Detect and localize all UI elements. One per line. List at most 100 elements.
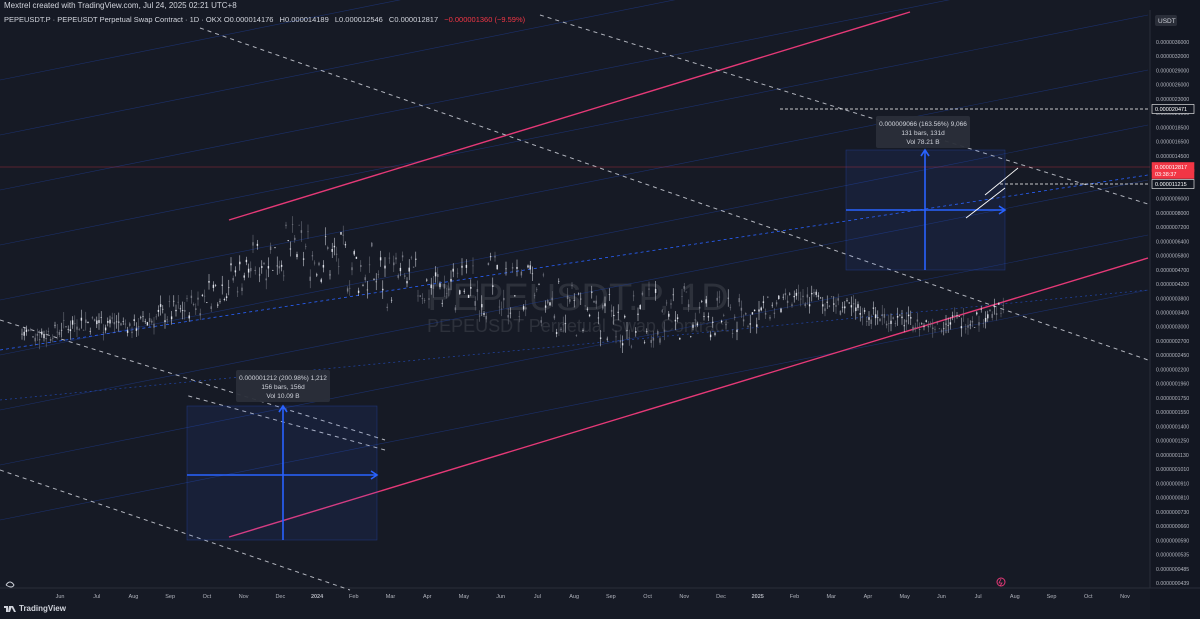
symbol-legend: PEPEUSDT.P · PEPEUSDT Perpetual Swap Con… [4,15,525,24]
candle-body [676,317,679,319]
candle-body [195,308,197,311]
candle-body [973,327,976,328]
candle-body [637,313,639,315]
candle-body [135,328,138,331]
ohlc-value-o: 0.000014176 [229,15,274,24]
x-tick-label: Nov [239,594,249,600]
candle-body [531,273,534,275]
candle-body [203,295,206,297]
candle-body [958,316,960,317]
candle-body [322,264,325,268]
candle-body [263,262,265,265]
price-label-text: 0.000011215 [1155,182,1187,188]
desc-line [0,469,351,591]
candle-body [993,306,996,308]
candle-body [439,283,441,288]
measure-label-line: 156 bars, 156d [261,384,305,391]
candle-body [674,319,677,322]
candle-body [60,329,63,331]
candle-body [628,337,630,339]
candle-body [49,339,52,341]
candle-body [760,307,762,311]
candle-body [639,305,641,310]
candle-body [778,295,780,300]
candle-body [390,299,393,301]
candle-body [665,302,668,304]
x-tick-label: Jun [937,594,946,600]
candle-body [221,284,223,286]
arrow-right-icon [998,205,1007,215]
y-tick-label: 0.0000001550 [1156,410,1189,416]
candle-body [701,301,703,302]
candle-body [817,295,820,297]
candle-body [384,265,386,269]
candle-body [162,308,164,310]
y-tick-label: 0.0000004700 [1156,268,1189,274]
channel-upper [228,11,911,221]
candle-body [415,258,417,260]
candle-body [481,304,483,308]
candle-body [241,287,243,291]
candle-body [298,224,300,226]
desc-line [184,394,386,451]
candle-body [582,330,584,331]
candle-body [509,312,512,314]
candle-body [1000,312,1002,314]
candle-body [617,311,619,313]
candle-body [991,313,993,318]
candle-body [811,292,813,295]
drawing-tool-icon [5,581,15,588]
candle-body [795,292,798,296]
candle-body [404,275,406,277]
candle-body [56,331,58,333]
price-label-text: 03:38:37 [1155,172,1176,178]
candle-body [177,301,179,303]
candle-body [566,295,569,300]
candle-body [443,283,446,289]
candle-body [815,291,817,295]
x-tick-label: Mar [826,594,836,600]
descending-channels [0,14,1149,591]
candle-body [285,224,287,226]
candle-body [102,332,105,333]
candle-body [643,342,646,343]
candle-body [987,314,989,319]
candle-body [855,307,857,312]
candle-body [421,298,424,299]
candle-body [313,262,316,264]
y-tick-label: 0.0000026000 [1156,83,1189,89]
candle-body [896,316,899,318]
candle-body [698,306,701,309]
y-tick-label: 0.0000009000 [1156,197,1189,203]
candle-body [452,268,454,272]
candle-body [212,284,215,288]
candle-body [549,302,551,306]
candle-body [874,314,877,319]
candle-body [921,323,923,325]
candle-body [954,315,956,316]
candle-body [344,244,347,246]
candle-body [597,317,600,319]
candle-body [837,298,839,301]
candle-body [126,330,129,333]
candle-body [736,329,738,333]
candle-body [401,255,404,258]
candle-body [615,336,617,338]
candle-body [965,328,967,330]
candle-body [104,327,107,331]
candle-body [274,247,276,249]
candle-body [331,249,333,252]
candle-body [173,300,175,302]
arrow-right-icon [370,470,379,480]
measure-label-bg [876,116,970,148]
y-tick-label: 0.0000000439 [1156,581,1189,587]
candle-body [1002,305,1004,306]
candle-body [903,325,905,327]
candle-body [705,299,707,304]
candle-body [21,333,23,335]
x-tick-label: Nov [1120,594,1130,600]
time-axis: Jun Jul Aug Sep Oct Nov Dec 2024 Feb Mar Apr May Jun… [56,594,1131,600]
